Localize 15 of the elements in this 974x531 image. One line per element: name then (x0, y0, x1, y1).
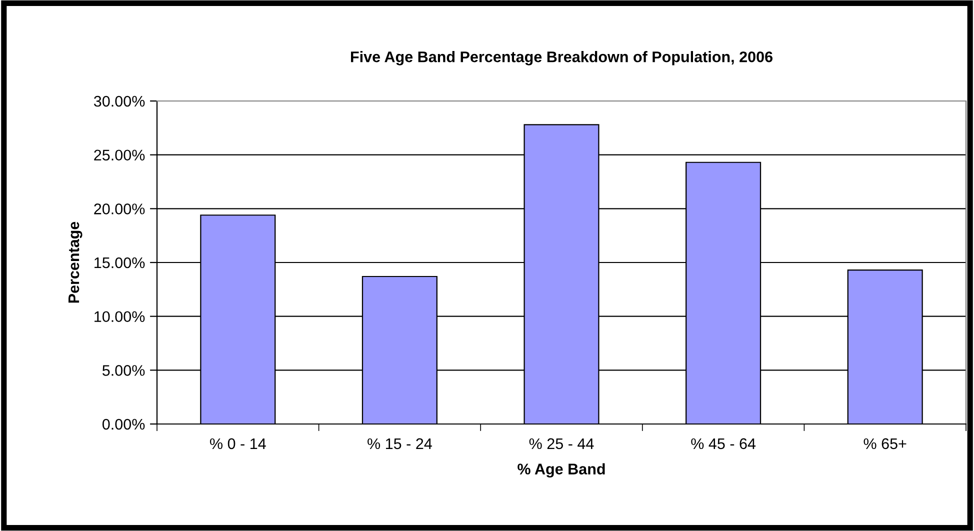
y-tick-label: 5.00% (102, 365, 145, 376)
y-tick-label: 30.00% (94, 96, 145, 107)
x-tick-label: % 15 - 24 (368, 438, 432, 450)
y-tick-label: 10.00% (94, 311, 145, 322)
x-axis-title: % Age Band (518, 463, 605, 478)
x-tick-label: % 25 - 44 (529, 438, 594, 450)
y-tick-label: 0.00% (102, 418, 145, 430)
x-tick-label: % 0 - 14 (210, 438, 266, 450)
y-tick-label: 20.00% (94, 204, 145, 214)
chart-title: Five Age Band Percentage Breakdown of Population, 2006 (351, 51, 772, 66)
y-tick-label: 15.00% (94, 257, 145, 268)
x-tick-label: % 65+ (864, 438, 906, 450)
y-tick-label: 25.00% (94, 150, 145, 161)
x-tick-label: % 45 - 64 (691, 438, 756, 450)
y-axis-title: Percentage (68, 222, 82, 303)
